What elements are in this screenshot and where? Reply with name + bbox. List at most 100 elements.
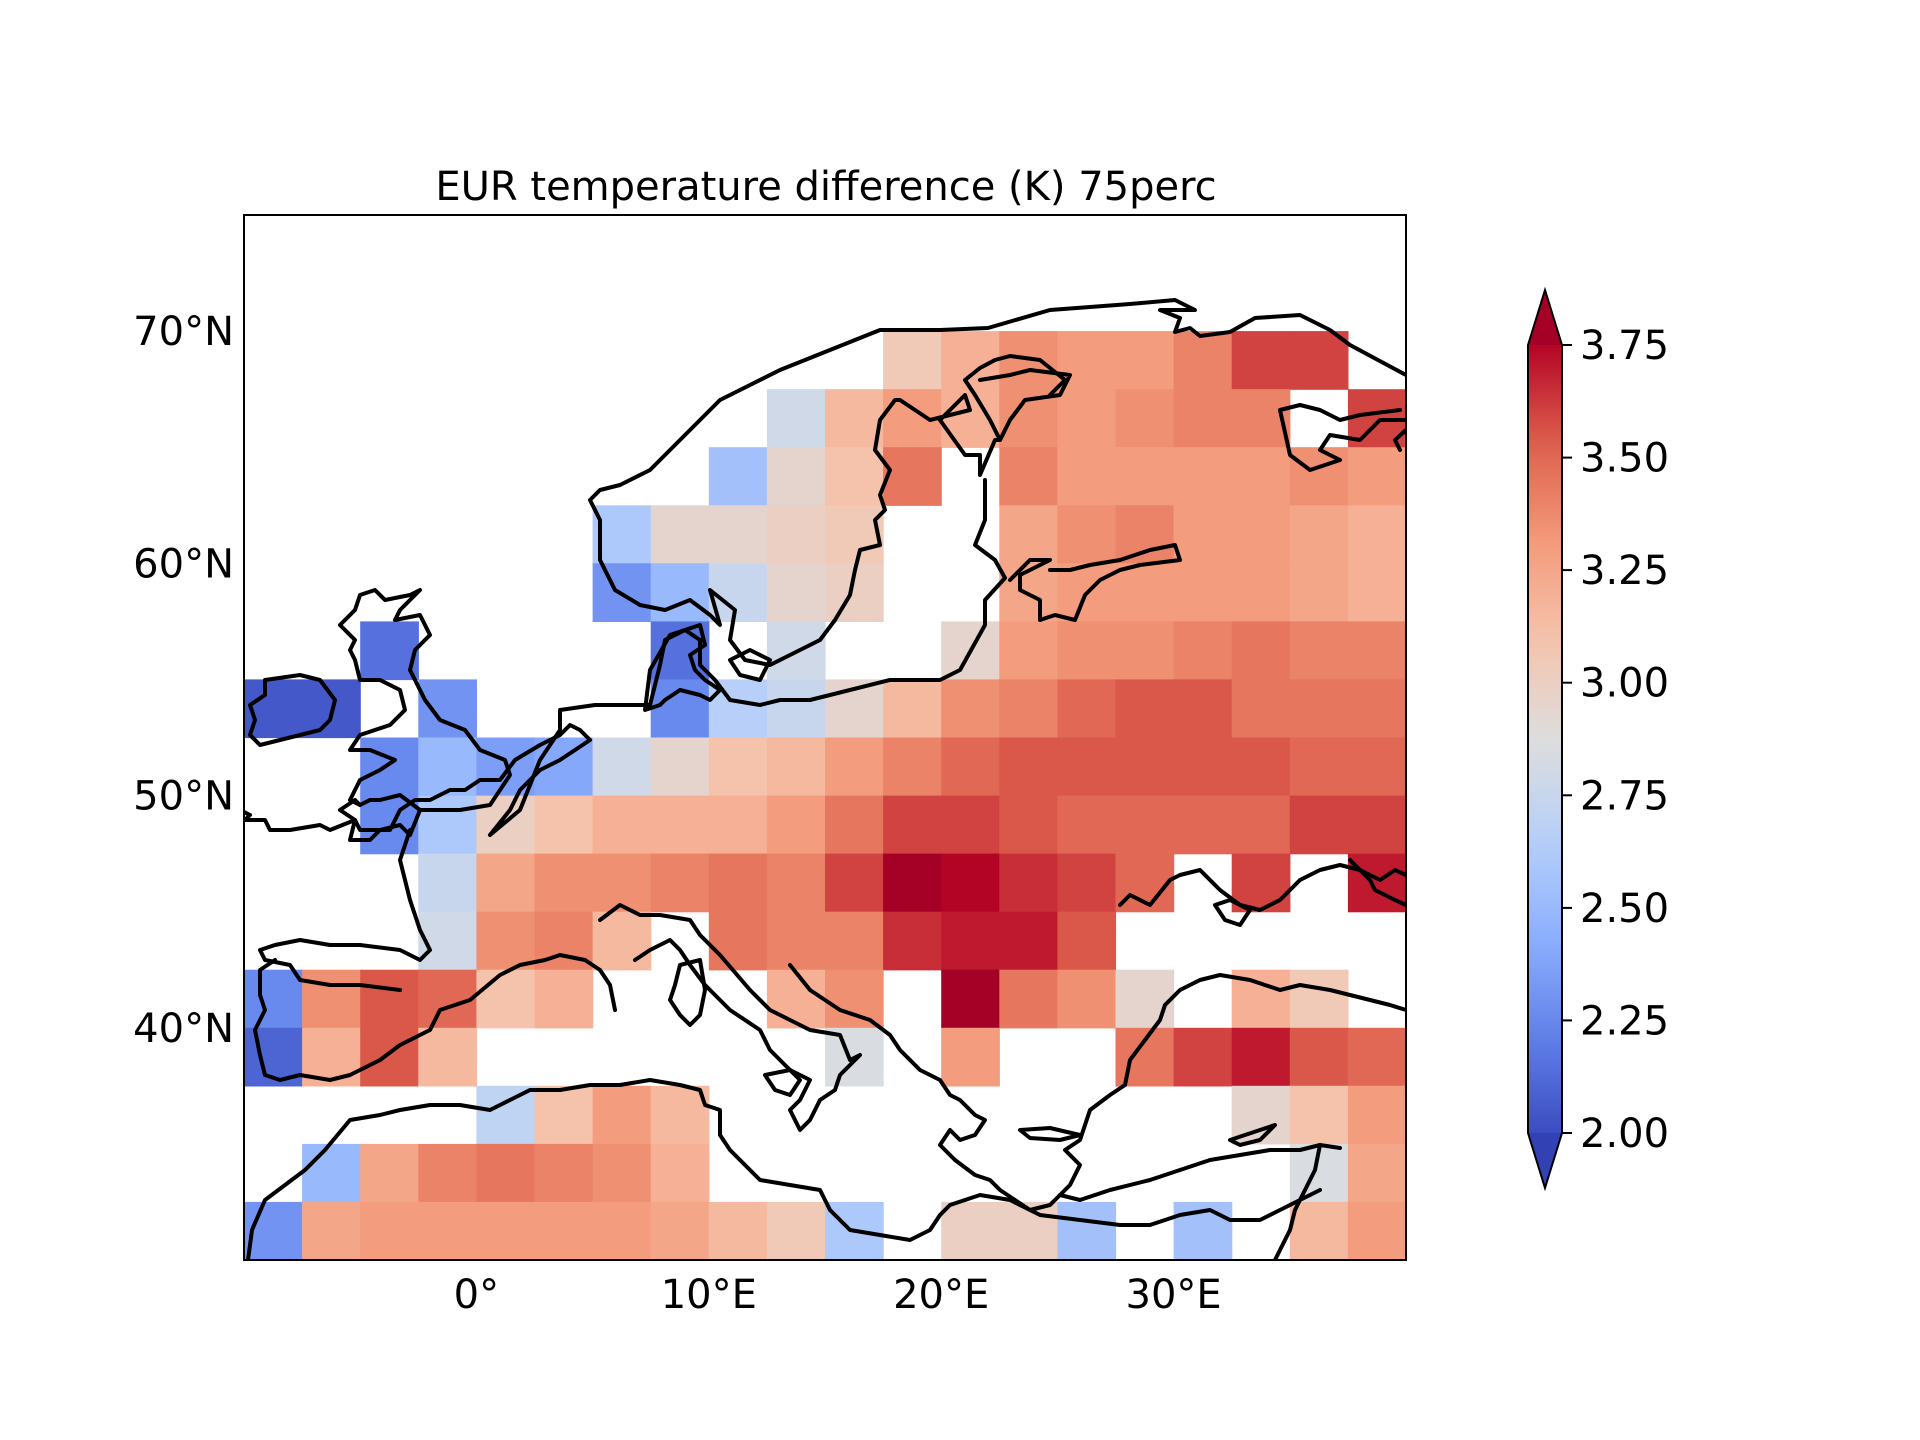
grid-cell (360, 737, 419, 797)
colorbar-tick-label: 2.75 (1580, 773, 1669, 819)
grid-cell (650, 737, 710, 797)
grid-cell (592, 1143, 652, 1203)
grid-cell (302, 1201, 361, 1260)
grid-cell (766, 737, 826, 797)
grid-cell (1289, 563, 1349, 622)
grid-cell (1057, 505, 1117, 564)
grid-cell (1231, 795, 1291, 855)
colorbar-tick-label: 2.00 (1580, 1111, 1669, 1157)
grid-cell (534, 1085, 594, 1145)
grid-cell (1115, 505, 1175, 564)
grid-cell (766, 505, 826, 564)
colorbar-tick-label: 2.50 (1580, 886, 1669, 932)
grid-cell (534, 795, 594, 855)
grid-cell (1231, 679, 1291, 739)
grid-cell (825, 853, 884, 913)
grid-cell (766, 1201, 826, 1260)
grid-cell (476, 911, 536, 971)
grid-cell (534, 853, 594, 913)
grid-cell (999, 737, 1058, 797)
grid-cell (534, 1201, 594, 1260)
grid-cell (1115, 563, 1175, 622)
grid-cell (825, 447, 884, 506)
grid-cell (708, 737, 768, 797)
coastline-baltic (488, 478, 1007, 837)
grid-cell (360, 1027, 419, 1087)
grid-cell (1289, 621, 1349, 681)
grid-cell (999, 1201, 1058, 1260)
grid-cell (476, 1201, 536, 1260)
grid-cell (1173, 331, 1233, 390)
grid-cell (1347, 853, 1406, 913)
grid-cell (1057, 969, 1117, 1029)
grid-cell (1347, 563, 1406, 622)
grid-cell (302, 1143, 361, 1203)
grid-cell (1173, 621, 1233, 681)
coastline-caspian-north (1348, 858, 1406, 882)
grid-cell (1231, 737, 1291, 797)
grid-cell (418, 795, 477, 855)
grid-cell (1347, 1143, 1406, 1203)
coastline-denmark (643, 623, 722, 712)
coastline-gulf-of-finland (1008, 543, 1182, 622)
grid-cell (650, 1143, 710, 1203)
grid-cell (592, 795, 652, 855)
grid-cell (766, 795, 826, 855)
grid-cell (302, 969, 361, 1029)
grid-cell (883, 447, 942, 506)
grid-cell (1057, 447, 1117, 506)
coastline-italy (598, 903, 862, 1132)
grid-cell (708, 1201, 768, 1260)
grid-cell (708, 505, 768, 564)
grid-cell (1231, 563, 1291, 622)
grid-cell (941, 969, 1000, 1029)
grid-cell (476, 1143, 536, 1203)
grid-cell (766, 447, 826, 506)
grid-cell (825, 505, 884, 564)
grid-cell (999, 621, 1058, 681)
grid-cell (1115, 1027, 1175, 1087)
y-axis-ticks: 40°N 50°N 60°N 70°N (133, 309, 234, 1052)
grid-cell (1173, 737, 1233, 797)
colorbar-tick-label: 2.25 (1580, 998, 1669, 1044)
grid-cell (534, 1143, 594, 1203)
grid-cell (766, 969, 826, 1029)
grid-cell (883, 911, 942, 971)
grid-cell (592, 737, 652, 797)
grid-cell (766, 389, 826, 448)
grid-cell (999, 911, 1058, 971)
grid-cell (650, 563, 710, 622)
triangle-up-icon (1528, 290, 1562, 345)
grid-cell (1347, 621, 1406, 681)
colorbar-gradient (1528, 345, 1562, 1133)
grid-cell (650, 1201, 710, 1260)
coastline-cyprus (1228, 1123, 1277, 1147)
coastline-scandinavia (588, 298, 1406, 667)
colorbar-ticks: 2.00 2.25 2.50 2.75 3.00 3.25 3.50 3.75 (1562, 323, 1669, 1157)
grid-cell (1289, 447, 1349, 506)
grid-cell (999, 505, 1058, 564)
grid-cell (1347, 737, 1406, 797)
x-tick-label: 20°E (893, 1272, 989, 1318)
grid-cell (1289, 505, 1349, 564)
x-tick-label: 10°E (661, 1272, 757, 1318)
grid-cell (1115, 795, 1175, 855)
grid-cell (1115, 737, 1175, 797)
grid-cell (1289, 679, 1349, 739)
coastline-turkey (1058, 1143, 1342, 1202)
grid-cell (650, 853, 710, 913)
grid-cell (1057, 795, 1117, 855)
grid-cell (476, 969, 536, 1029)
grid-cell (418, 911, 477, 971)
grid-cell (1289, 1027, 1349, 1087)
grid-cell (825, 795, 884, 855)
grid-cell (766, 679, 826, 739)
grid-cell (708, 853, 768, 913)
grid-cell (592, 1201, 652, 1260)
coastline-sardinia (668, 958, 707, 1027)
coastline-white-sea (1278, 403, 1406, 472)
grid-cell (1289, 737, 1349, 797)
coastline-balkans (788, 963, 1167, 1212)
coastline-black-sea-south (1163, 973, 1406, 1012)
